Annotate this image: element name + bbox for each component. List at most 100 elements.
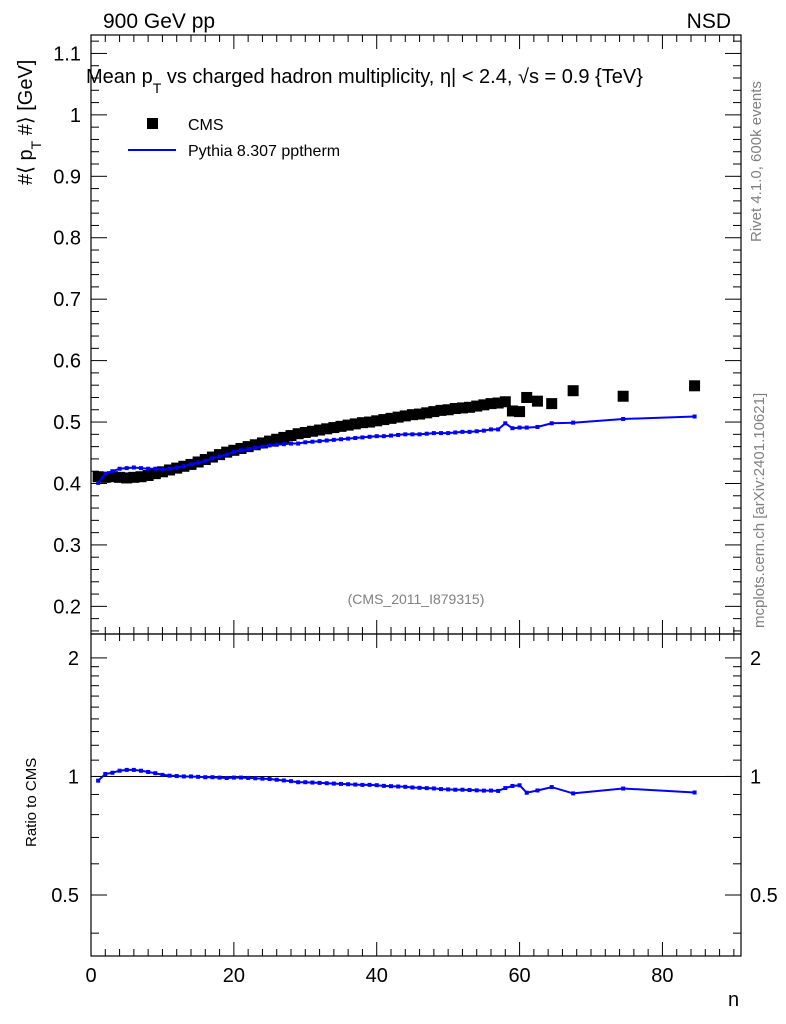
cms-point: [249, 439, 261, 451]
ratio-point: [692, 790, 697, 795]
ratio-point: [317, 780, 322, 785]
cms-point: [689, 380, 701, 392]
ratio-point: [189, 774, 193, 779]
ratio-point: [410, 785, 415, 790]
y-tick-label: 0.5: [53, 412, 81, 434]
pythia-point: [417, 432, 422, 437]
cms-point: [271, 433, 283, 445]
pythia-line: [97, 415, 695, 484]
pythia-point: [96, 480, 101, 485]
x-tick-label: 0: [85, 965, 96, 987]
ratio-point: [96, 778, 101, 783]
ratio-point: [621, 786, 626, 791]
y-axis-label-subscript: T: [28, 140, 44, 149]
y-tick-label: 0.4: [53, 473, 81, 495]
ratio-point: [296, 780, 301, 785]
ratio-point: [196, 774, 201, 779]
y-tick-label: 0.3: [53, 535, 81, 557]
title-sqrt-s: √s: [518, 66, 539, 88]
pythia-point: [146, 466, 151, 471]
cms-point: [428, 406, 440, 418]
ratio-point: [253, 776, 258, 781]
legend-pythia-label: Pythia 8.307 pptherm: [188, 143, 340, 160]
pythia-point: [549, 421, 554, 426]
ratio-point: [367, 782, 372, 787]
ratio-point: [453, 787, 458, 792]
chart-title: Mean pT vs charged hadron multiplicity, …: [86, 66, 643, 96]
pythia-point: [467, 429, 472, 434]
pythia-point: [524, 425, 529, 430]
ratio-point: [103, 771, 108, 776]
pythia-point: [274, 442, 279, 447]
pythia-point: [110, 469, 115, 474]
ratio-point: [403, 784, 408, 789]
ratio-point: [231, 775, 236, 780]
pythia-point: [339, 437, 343, 442]
cms-point: [299, 426, 311, 438]
pythia-point: [367, 434, 372, 439]
cms-point: [335, 420, 347, 432]
cms-point: [342, 419, 354, 431]
pythia-point: [303, 440, 308, 445]
pythia-point: [224, 452, 229, 457]
cms-point: [356, 417, 368, 429]
pythia-point: [239, 448, 243, 453]
pythia-point: [131, 465, 136, 470]
y-tick-label: 1.1: [53, 43, 81, 65]
cms-point: [114, 471, 126, 483]
cms-point: [478, 399, 490, 411]
ratio-point: [289, 779, 293, 784]
title-energy: = 0.9 {TeV}: [539, 66, 643, 88]
cms-point: [242, 441, 254, 453]
ratio-point: [303, 780, 308, 785]
ratio-tick-label-left: 2: [68, 648, 79, 670]
ratio-tick-label-left: 0.5: [51, 885, 79, 907]
ratio-tick-label-left: 1: [68, 766, 79, 788]
pythia-point: [167, 466, 172, 471]
cms-point: [464, 401, 476, 413]
pythia-point: [431, 431, 436, 436]
cms-point: [278, 431, 290, 443]
cms-series: [92, 380, 701, 484]
x-tick-label: 60: [508, 965, 530, 987]
ratio-point: [281, 778, 286, 783]
ratio-y-ticks: 0.5 0.5 1 1 2 2: [51, 648, 778, 934]
pythia-point: [503, 421, 508, 426]
ratio-point: [439, 787, 443, 792]
ratio-point: [431, 786, 436, 791]
cms-point: [546, 398, 558, 410]
y-axis-label: #⟨ pT #⟩ [GeV]: [15, 60, 44, 185]
cms-point: [121, 472, 133, 484]
pythia-point: [189, 462, 193, 467]
ratio-point: [274, 777, 279, 782]
rivet-label: Rivet 4.1.0, 600k events: [748, 81, 765, 242]
pythia-point: [310, 439, 315, 444]
cms-point: [328, 422, 340, 434]
pythia-point: [571, 420, 576, 425]
cms-point: [392, 411, 404, 423]
title-multiplicity: vs charged hadron multiplicity,: [161, 66, 440, 88]
ratio-point: [324, 781, 329, 786]
pythia-point: [360, 435, 365, 440]
pythia-point: [410, 432, 415, 437]
y-tick-label: 0.8: [53, 228, 81, 250]
ratio-point: [224, 775, 229, 780]
pythia-point: [139, 466, 143, 471]
cms-point: [449, 403, 461, 415]
ratio-plot-frame: [90, 633, 742, 957]
title-eta-cut: η| < 2.4,: [440, 66, 518, 88]
ratio-point: [139, 768, 143, 773]
pythia-point: [124, 466, 129, 471]
ratio-point: [339, 781, 343, 786]
legend-cms-marker: [147, 118, 158, 129]
ratio-axis-label: Ratio to CMS: [23, 758, 40, 847]
cms-point: [306, 425, 318, 437]
pythia-point: [160, 467, 165, 472]
ratio-point: [517, 783, 522, 788]
ratio-point: [153, 771, 158, 776]
cms-point: [399, 410, 411, 422]
pythia-point: [424, 431, 429, 436]
ratio-point: [460, 787, 465, 792]
main-y-ticks: 0.2 0.3 0.4 0.5 0.6 0.7 0.8 0.9 1 1.1: [53, 40, 741, 632]
